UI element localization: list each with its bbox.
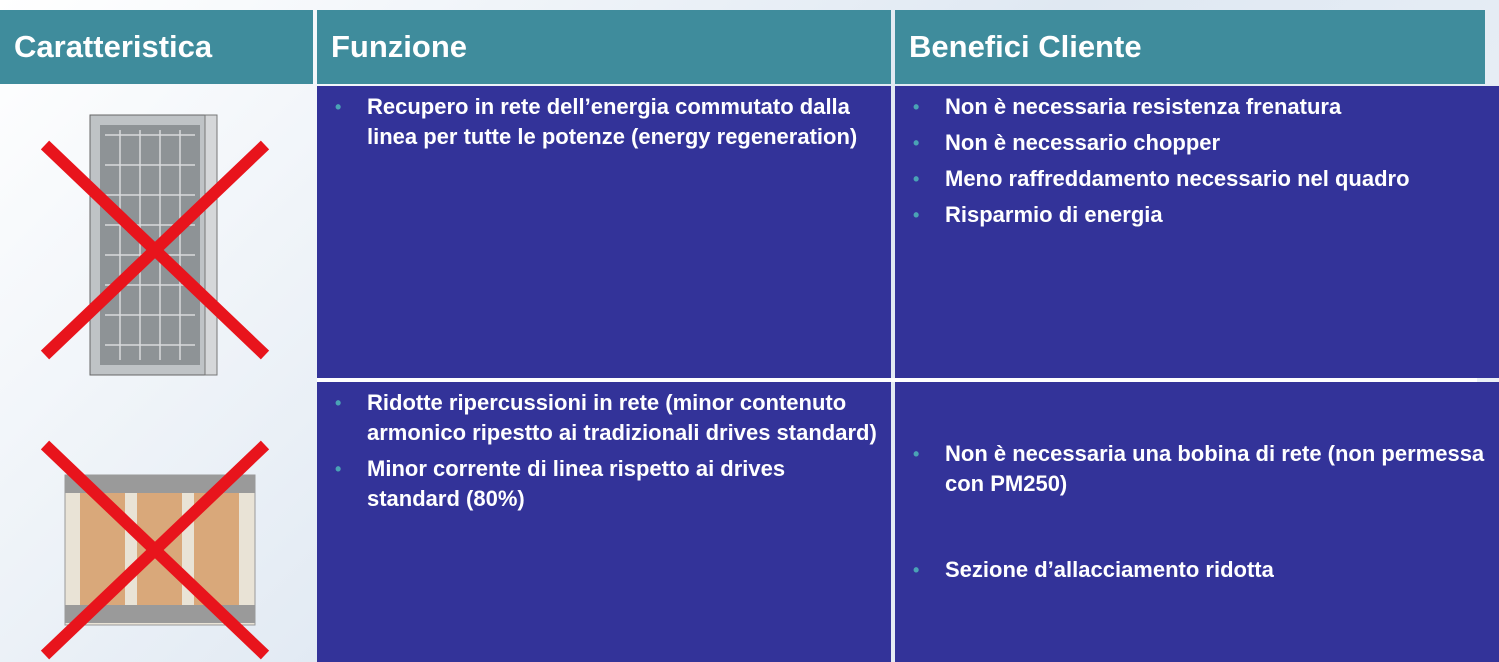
header-cell: Funzione [317,10,891,84]
bullet-item: Meno raffreddamento necessario nel quadr… [913,164,1489,194]
benefit-cell: Non è necessaria resistenza frenatura Non… [895,86,1499,378]
bullet-list: Non è necessaria una bobina di rete (non… [913,439,1489,505]
bullet-item: Ridotte ripercussioni in rete (minor con… [335,388,881,448]
function-cell: Ridotte ripercussioni in rete (minor con… [317,382,891,662]
bullet-list: Sezione d’allacciamento ridotta [913,555,1489,591]
bullet-item: Sezione d’allacciamento ridotta [913,555,1489,585]
header-cell: Caratteristica [0,10,313,84]
header-cell: Benefici Cliente [895,10,1485,84]
reactor-image [40,440,270,660]
benefit-cell: Non è necessaria una bobina di rete (non… [895,382,1499,662]
bullet-item: Risparmio di energia [913,200,1489,230]
bullet-item: Non è necessaria una bobina di rete (non… [913,439,1489,499]
bullet-list: Non è necessaria resistenza frenatura Non… [913,92,1489,236]
bullet-item: Recupero in rete dell’energia commutato … [335,92,881,152]
bullet-list: Ridotte ripercussioni in rete (minor con… [335,388,881,520]
row-separator [317,378,1477,382]
function-cell: Recupero in rete dell’energia commutato … [317,86,891,378]
resistor-image [40,114,270,376]
bullet-item: Non è necessario chopper [913,128,1489,158]
bullet-list: Recupero in rete dell’energia commutato … [335,92,881,158]
bullet-item: Non è necessaria resistenza frenatura [913,92,1489,122]
bullet-item: Minor corrente di linea rispetto ai driv… [335,454,881,514]
